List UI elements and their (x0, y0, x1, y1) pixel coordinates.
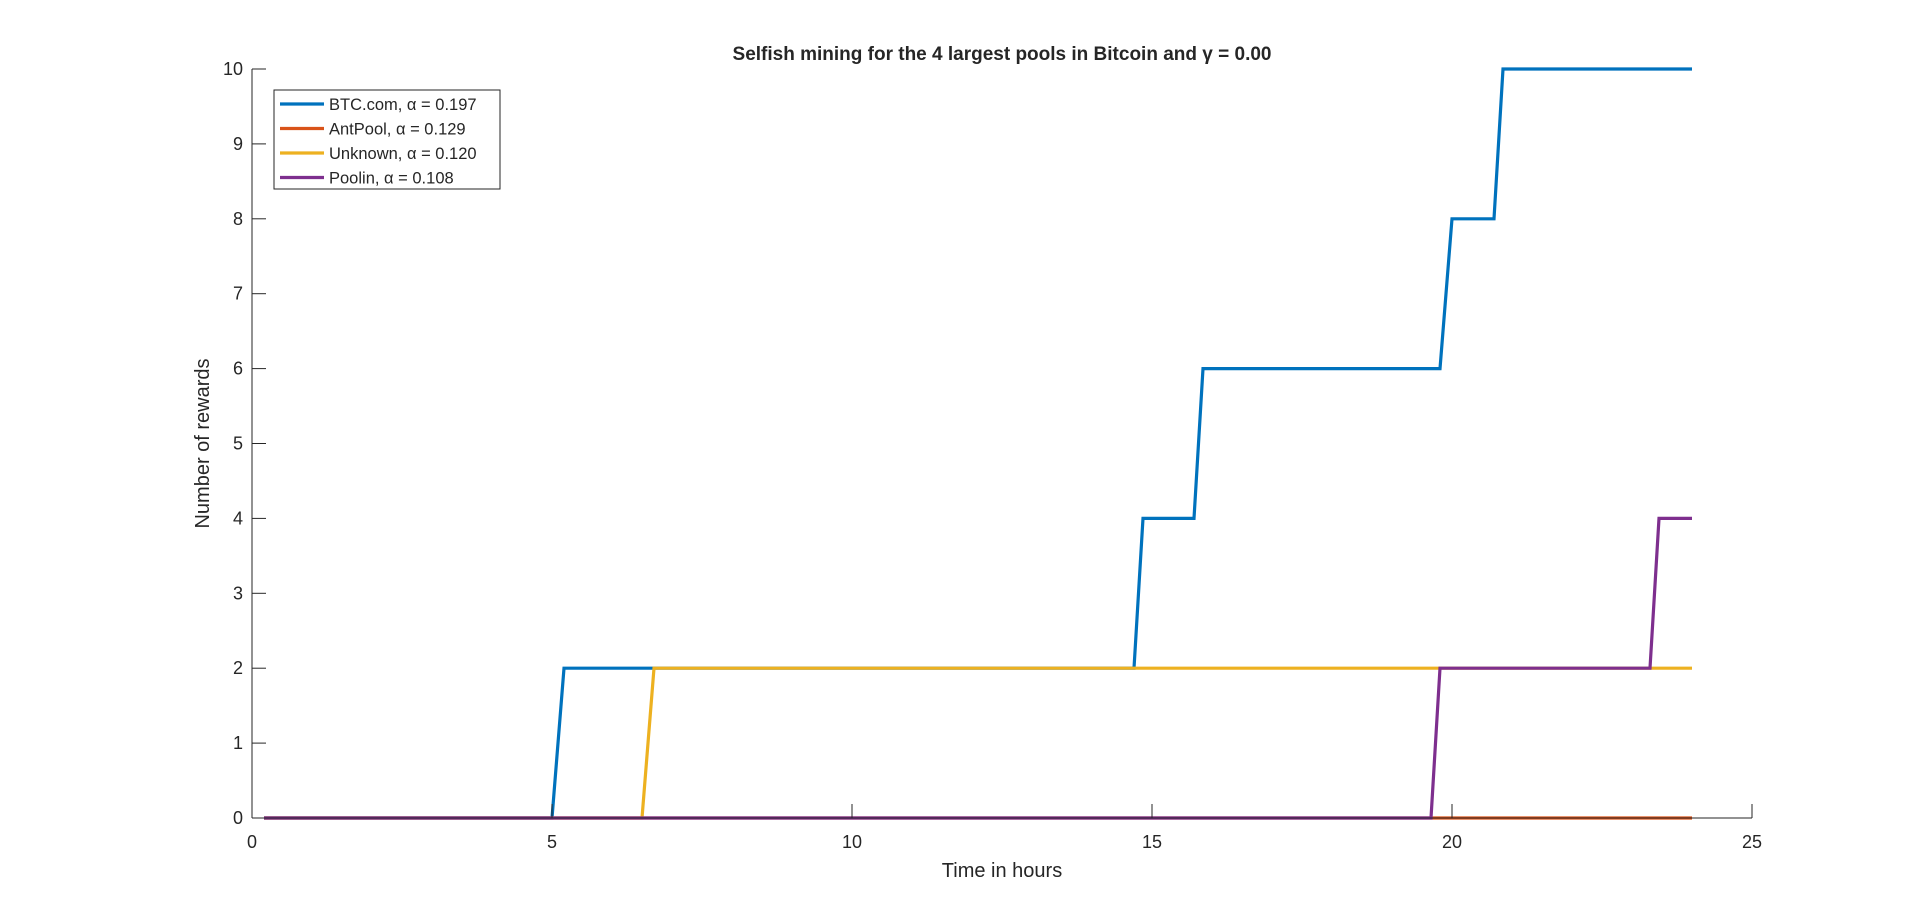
legend-entry-3: Unknown, α = 0.120 (329, 145, 477, 163)
y-tick-label: 8 (233, 209, 243, 229)
series-line-1 (264, 67, 1692, 820)
x-axis-label: Time in hours (942, 860, 1062, 882)
x-tick-label: 25 (1742, 832, 1762, 852)
y-tick-label: 5 (233, 434, 243, 454)
x-tick-label: 20 (1442, 832, 1462, 852)
legend-entry-4: Poolin, α = 0.108 (329, 170, 454, 188)
y-tick-label: 0 (233, 808, 243, 828)
axes-layer: 0 5 10 15 20 25 0 1 2 3 4 5 6 7 8 9 10 (223, 59, 1762, 852)
x-tick-label: 5 (547, 832, 557, 852)
y-tick-label: 7 (233, 284, 243, 304)
x-tick-label: 0 (247, 832, 257, 852)
legend-box (273, 89, 501, 190)
legend: BTC.com, α = 0.197 AntPool, α = 0.129 Unkn… (273, 89, 501, 190)
x-tick-label: 10 (842, 832, 862, 852)
y-tick-label: 2 (233, 658, 243, 678)
legend-entry-2: AntPool, α = 0.129 (329, 121, 466, 139)
plot-background (252, 69, 1752, 818)
y-axis-label: Number of rewards (192, 358, 214, 528)
chart-title: Selfish mining for the 4 largest pools i… (733, 44, 1272, 65)
y-tick-label: 6 (233, 359, 243, 379)
legend-entry-1: BTC.com, α = 0.197 (329, 96, 477, 114)
y-tick-label: 1 (233, 733, 243, 753)
plot-area (252, 69, 1752, 818)
y-tick-label: 10 (223, 59, 243, 79)
x-tick-label: 15 (1142, 832, 1162, 852)
y-tick-label: 4 (233, 508, 243, 528)
y-tick-label: 9 (233, 134, 243, 154)
y-tick-label: 3 (233, 583, 243, 603)
